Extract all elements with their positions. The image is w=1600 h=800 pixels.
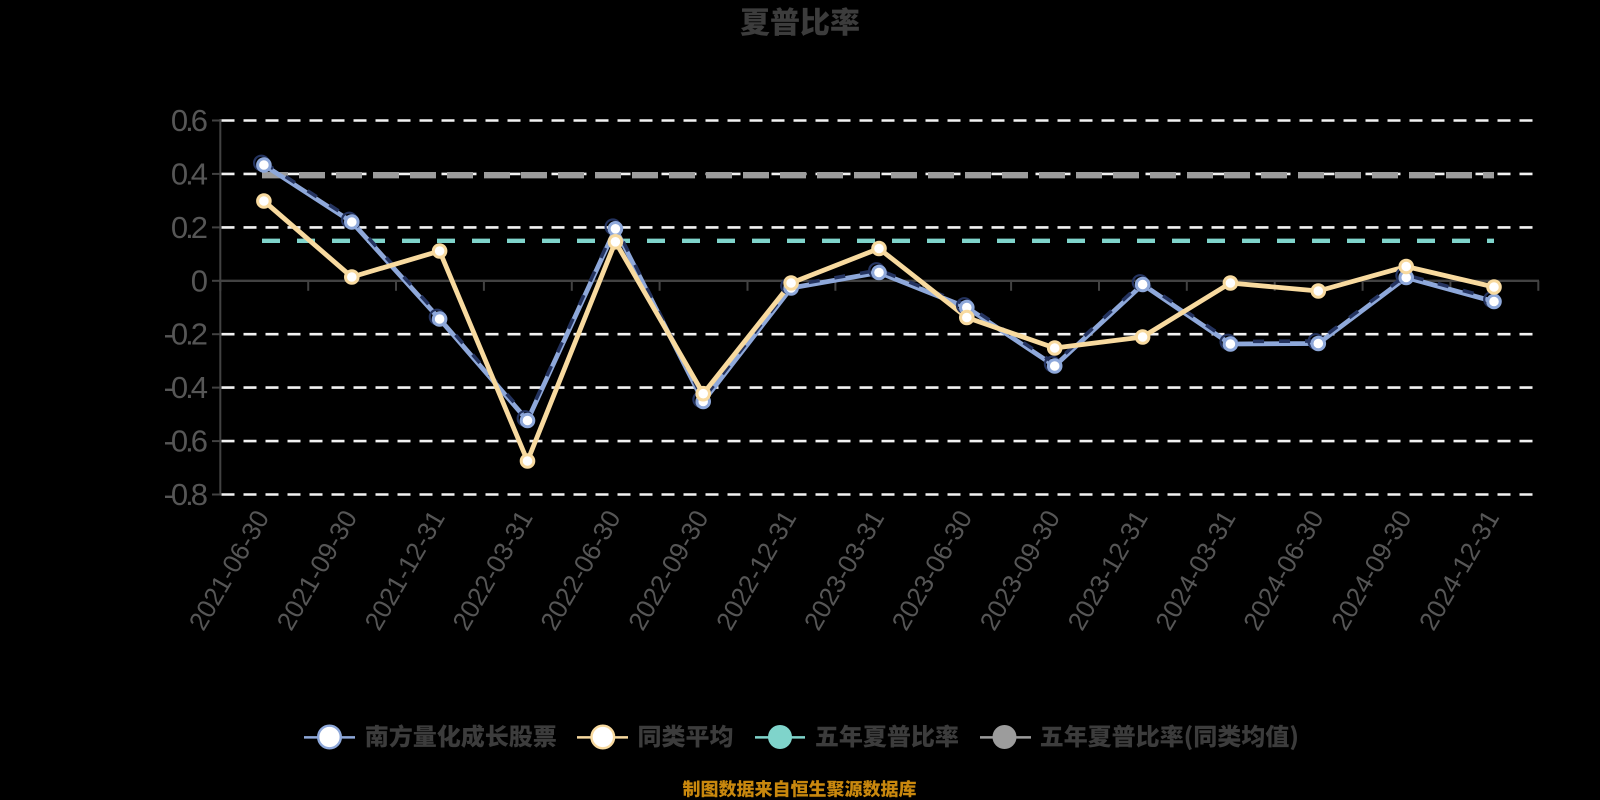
svg-text:-0.2: -0.2 bbox=[164, 317, 207, 352]
svg-text:-0.8: -0.8 bbox=[164, 477, 207, 512]
svg-text:-0.4: -0.4 bbox=[164, 370, 208, 405]
svg-text:-0.6: -0.6 bbox=[164, 424, 207, 459]
svg-text:0.4: 0.4 bbox=[171, 156, 208, 191]
svg-text:0.2: 0.2 bbox=[171, 210, 207, 245]
svg-text:0.6: 0.6 bbox=[171, 103, 207, 138]
